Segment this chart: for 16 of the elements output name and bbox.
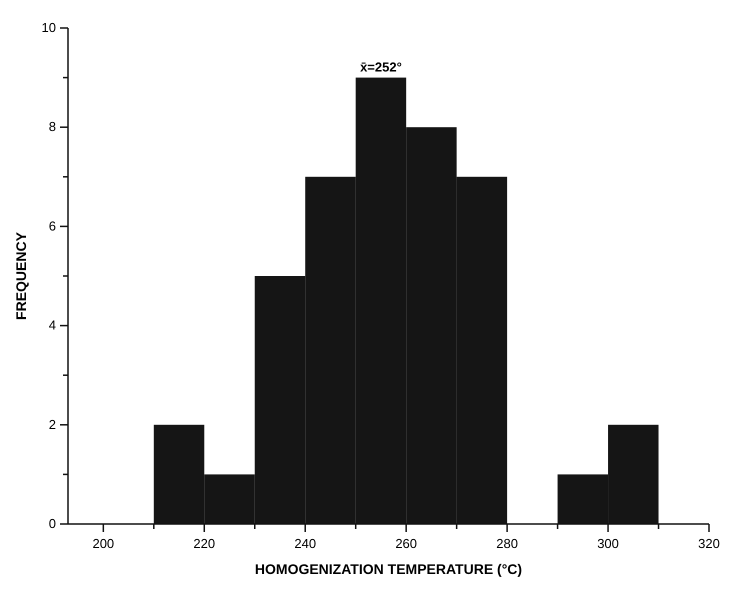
x-tick-label: 320 [698,536,720,551]
y-tick-label: 2 [48,416,56,432]
y-tick-label: 4 [48,318,56,333]
x-tick-label: 200 [92,536,114,551]
y-tick-label: 6 [48,218,56,234]
x-tick-label: 220 [193,536,216,551]
x-tick-label: 240 [294,536,316,551]
y-tick-label: 8 [48,119,56,134]
x-tick-label: 260 [395,536,418,551]
y-tick-label: 10 [42,20,56,35]
x-axis-title: HOMOGENIZATION TEMPERATURE (°C) [254,561,522,577]
x-tick-label: 300 [597,536,619,551]
y-tick-label: 0 [48,516,56,531]
annotation: x̄=252° [360,60,402,75]
y-axis-title: FREQUENCY [13,231,29,320]
x-tick-label: 280 [496,536,518,551]
